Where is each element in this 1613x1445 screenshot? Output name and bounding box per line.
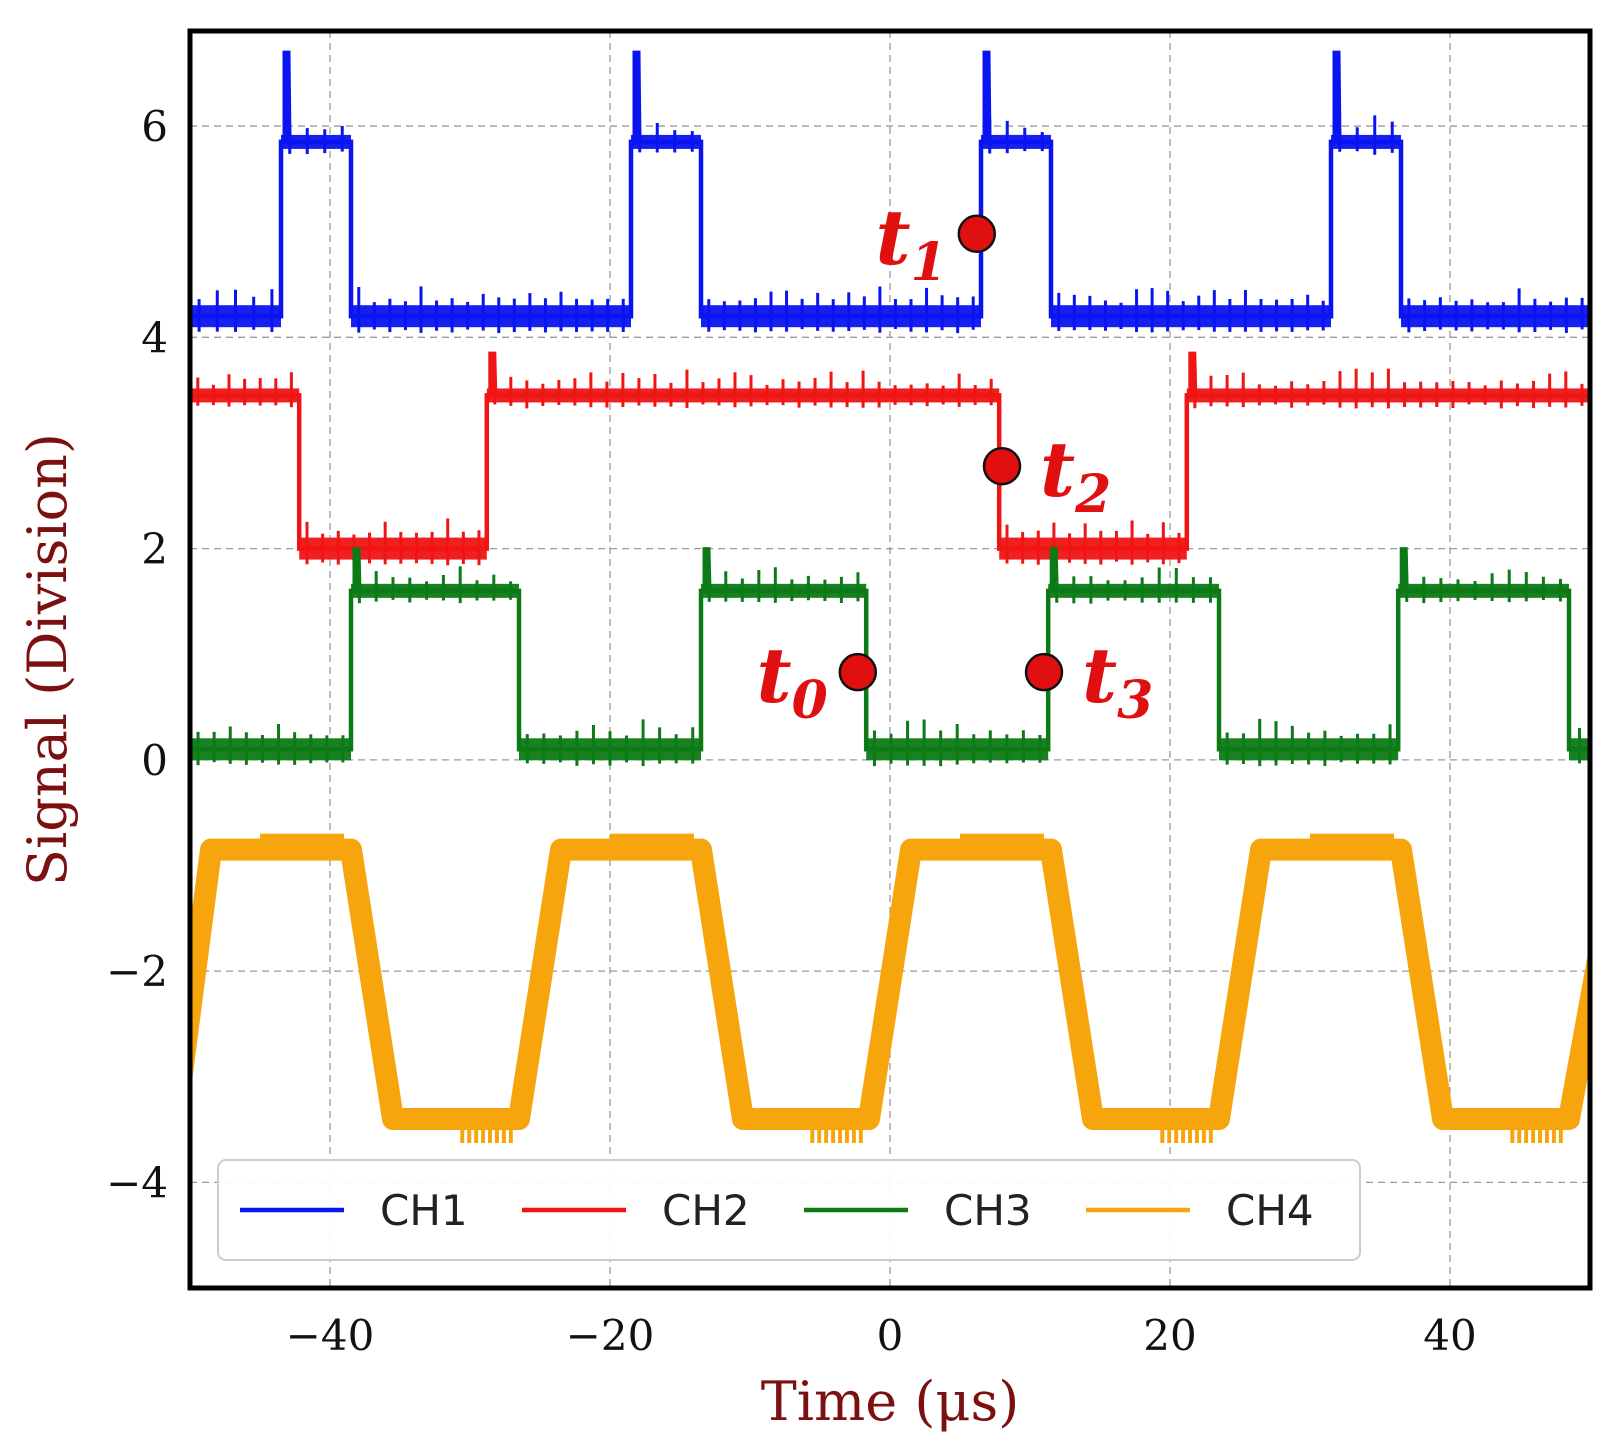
series-ch4-line bbox=[190, 838, 1590, 1130]
series-ch1-band-1 bbox=[281, 134, 351, 149]
series-ch1-spike-2 bbox=[632, 50, 642, 142]
series-ch3-spike-6 bbox=[1399, 547, 1409, 591]
series-ch3-spike-2 bbox=[702, 547, 712, 591]
legend-label-ch2: CH2 bbox=[662, 1186, 750, 1235]
series-ch1-noise-0 bbox=[197, 289, 274, 332]
series-ch1-band-4 bbox=[701, 305, 981, 328]
y-tick-label-3: 2 bbox=[141, 525, 168, 574]
series-ch1-band-2 bbox=[351, 305, 631, 328]
annotation-marker-t2 bbox=[982, 446, 1022, 486]
annotation-label-t2: t2 bbox=[1040, 425, 1111, 525]
annotation-label-t3: t3 bbox=[1082, 631, 1153, 731]
series-ch2-noise-0 bbox=[196, 372, 293, 408]
x-tick-label-1: −20 bbox=[566, 1311, 655, 1360]
x-tick-label-4: 40 bbox=[1423, 1311, 1476, 1360]
series-ch4-trough-noise-0 bbox=[460, 1126, 513, 1143]
plot-frame bbox=[187, 28, 1593, 1291]
annotation-label-base: t bbox=[1040, 425, 1075, 514]
plot-border bbox=[187, 28, 1593, 1291]
series-ch2-band-3 bbox=[999, 537, 1187, 560]
x-tick-label-3: 20 bbox=[1143, 1311, 1196, 1360]
series-ch4-plateau-bump-1 bbox=[610, 833, 694, 848]
series-ch3-noise-4 bbox=[872, 719, 1042, 767]
annotation-label-sub: 3 bbox=[1117, 670, 1153, 731]
series-ch1-band-3 bbox=[631, 134, 701, 149]
series-layer bbox=[190, 50, 1590, 1143]
y-tick-label-2: 0 bbox=[141, 736, 168, 785]
series-ch3-noise-6 bbox=[1225, 718, 1392, 767]
series-ch2-band-2 bbox=[486, 388, 1000, 403]
y-tick-label-0: −4 bbox=[106, 1158, 168, 1207]
series-ch1-spike-6 bbox=[1332, 50, 1342, 142]
series-ch4-plateau-bump-0 bbox=[260, 833, 344, 848]
annotation-label-sub: 1 bbox=[911, 232, 947, 293]
x-axis-title: Time (μs) bbox=[761, 1370, 1020, 1433]
series-ch4-trough-noise-2 bbox=[1160, 1126, 1213, 1143]
series-ch4-trough-noise-1 bbox=[810, 1126, 863, 1143]
series-ch1-band-8 bbox=[1401, 305, 1590, 328]
series-ch1-spike-0 bbox=[282, 50, 292, 142]
legend-box bbox=[217, 1159, 1361, 1261]
annotation-label-sub: 2 bbox=[1074, 464, 1111, 525]
series-ch3 bbox=[190, 547, 1590, 767]
series-ch3-noise-0 bbox=[196, 724, 345, 766]
legend-label-ch1: CH1 bbox=[380, 1186, 468, 1235]
series-ch2-noise-1 bbox=[305, 518, 481, 566]
series-ch1-noise-4 bbox=[707, 286, 975, 334]
series-ch1-noise-8 bbox=[1407, 288, 1584, 333]
series-ch3-spike-4 bbox=[1049, 547, 1059, 591]
series-ch1-noise-2 bbox=[357, 286, 625, 334]
series-ch1-noise-6 bbox=[1057, 288, 1325, 333]
series-ch4-plateau-bump-2 bbox=[960, 833, 1044, 848]
y-tick-label-5: 6 bbox=[141, 102, 168, 151]
series-ch4 bbox=[190, 833, 1590, 1143]
series-ch2-noise-3 bbox=[1005, 520, 1181, 565]
series-ch3-spike-0 bbox=[352, 547, 362, 591]
legend-label-ch3: CH3 bbox=[944, 1186, 1032, 1235]
annotation-label-t0: t0 bbox=[757, 631, 828, 731]
series-ch4-trough-noise-3 bbox=[1510, 1126, 1563, 1143]
y-axis-title: Signal (Division) bbox=[16, 433, 79, 886]
series-ch2 bbox=[190, 351, 1590, 566]
series-ch1-band-6 bbox=[1051, 305, 1331, 328]
y-tick-label-4: 4 bbox=[141, 313, 168, 362]
series-ch4-plateau-bump-3 bbox=[1310, 833, 1394, 848]
x-tick-label-0: −40 bbox=[286, 1311, 375, 1360]
series-ch3-noise-2 bbox=[525, 719, 695, 766]
annotation-marker-t1 bbox=[957, 214, 997, 254]
series-ch2-spike-1 bbox=[488, 351, 498, 396]
series-ch1 bbox=[190, 50, 1590, 334]
annotation-label-base: t bbox=[757, 631, 792, 720]
legend: CH1 CH2 CH3 CH4 bbox=[217, 1159, 1361, 1261]
legend-label-ch4: CH4 bbox=[1226, 1186, 1314, 1235]
series-ch2-band-1 bbox=[299, 537, 487, 560]
series-ch1-band-5 bbox=[981, 134, 1051, 149]
series-ch2-spike-3 bbox=[1188, 351, 1198, 396]
x-tick-label-2: 0 bbox=[877, 1311, 904, 1360]
series-ch1-spike-4 bbox=[982, 50, 992, 142]
annotation-label-sub: 0 bbox=[792, 670, 828, 731]
annotation-marker-t3 bbox=[1024, 652, 1064, 692]
series-ch1-band-7 bbox=[1331, 134, 1401, 149]
annotation-label-t1: t1 bbox=[876, 193, 947, 293]
annotation-marker-t0 bbox=[838, 652, 878, 692]
annotation-label-base: t bbox=[1082, 631, 1117, 720]
y-tick-label-1: −2 bbox=[106, 947, 168, 996]
annotation-label-base: t bbox=[876, 193, 911, 282]
